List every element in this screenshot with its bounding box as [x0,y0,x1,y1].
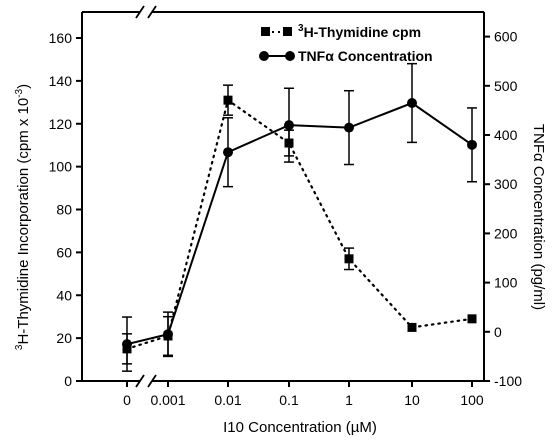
legend-marker-tnf [259,51,269,61]
x-tick-label: 0 [123,392,131,408]
left-tick-label: 160 [49,30,73,46]
right-tick-label: 400 [494,127,518,143]
right-tick-label: 600 [494,29,518,45]
data-point-thymidine [344,254,354,264]
left-axis-label-close: ) [15,84,32,89]
left-tick-label: 40 [56,287,72,303]
top-axis-break-2 [147,5,157,19]
data-point-thymidine [223,95,233,105]
series-line-tnf [126,101,473,346]
legend-label-thymidine-text: H-Thymidine cpm [304,24,421,40]
legend-marker-thymidine-2 [283,27,292,36]
left-tick-label: 120 [49,116,73,132]
data-point-tnf [344,122,354,133]
data-point-thymidine [467,314,477,324]
legend-label-thymidine-sup: 3 [298,23,304,34]
right-tick-label: 200 [494,225,518,241]
x-tick-label: 0.001 [150,392,185,408]
left-tick-label: 0 [64,373,72,389]
data-point-tnf [163,329,173,340]
axes [81,5,485,388]
ticks: 020406080100120140160-100010020030040050… [49,29,523,408]
right-tick-label: 0 [494,324,502,340]
left-tick-label: 60 [56,244,72,260]
left-axis-label: 3H-Thymidine Incorporation (cpm x 10-3) [14,84,32,350]
data-point-thymidine [407,322,417,332]
series-line-thymidine [125,98,474,350]
right-tick-label: 500 [494,78,518,94]
x-tick-label: 0.1 [279,392,299,408]
x-tick-label: 0.01 [214,392,241,408]
series-marks [122,62,477,372]
left-axis-label-sup: 3 [14,344,25,350]
legend: 3H-Thymidine cpm TNFα Concentration [259,23,433,64]
x-axis-label: I10 Concentration (µM) [223,419,377,436]
data-point-tnf [467,139,477,150]
left-axis-label-text: H-Thymidine Incorporation (cpm x 10 [15,98,32,345]
series-lines [125,98,474,350]
left-axis-label-sup2: -3 [14,88,25,97]
data-point-tnf [223,147,233,158]
x-tick-label: 10 [404,392,420,408]
left-tick-label: 100 [49,159,73,175]
right-tick-label: 300 [494,176,518,192]
right-tick-label: -100 [494,373,522,389]
top-axis-break-1 [135,5,145,19]
legend-label-thymidine: 3H-Thymidine cpm [298,23,421,40]
legend-marker-tnf-2 [285,51,295,61]
data-point-tnf [122,339,132,350]
data-point-tnf [407,98,417,109]
data-point-tnf [284,120,294,131]
legend-label-tnf: TNFα Concentration [298,48,433,64]
legend-marker-thymidine [261,27,270,36]
bottom-axis-break-2 [147,374,157,388]
right-tick-label: 100 [494,275,518,291]
left-tick-label: 80 [56,202,72,218]
right-axis-label: TNFα Concentration (pg/ml) [530,124,547,310]
bottom-axis-break-1 [135,374,145,388]
left-tick-label: 20 [56,330,72,346]
x-tick-label: 1 [345,392,353,408]
left-tick-label: 140 [49,73,73,89]
x-tick-label: 100 [460,392,484,408]
